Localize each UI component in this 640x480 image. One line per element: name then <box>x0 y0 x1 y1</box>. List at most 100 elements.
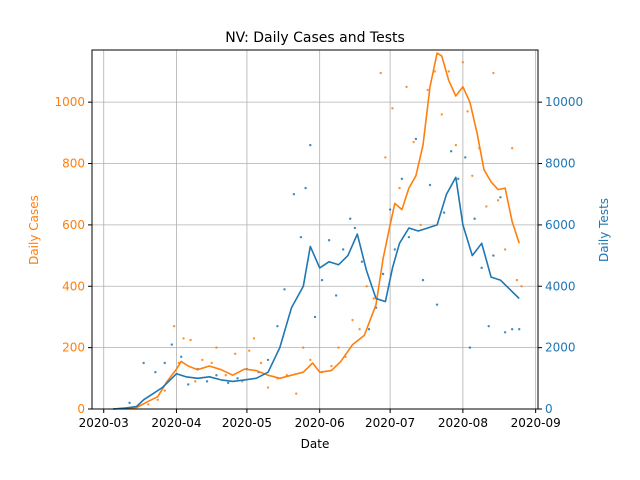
tests-point <box>421 278 425 282</box>
tests-point <box>414 137 418 141</box>
y-left-tick-label: 0 <box>77 402 85 416</box>
tests-point <box>407 235 411 239</box>
cases-point <box>485 205 488 208</box>
tests-point <box>334 294 338 297</box>
y-right-tick-label: 8000 <box>545 157 576 171</box>
tests-point <box>320 278 324 282</box>
tests-point <box>442 211 446 214</box>
tests-point <box>473 217 476 220</box>
tests-point <box>154 370 157 374</box>
cases-point <box>379 71 382 75</box>
tests-point <box>353 226 357 230</box>
y-axis-right-label: Daily Tests <box>597 198 611 262</box>
y-right-tick-label: 0 <box>545 402 553 416</box>
tests-point <box>503 331 507 334</box>
plot-frame <box>91 49 539 410</box>
tests-point <box>388 208 392 211</box>
y-right-tick-label: 2000 <box>545 341 576 355</box>
cases-point <box>194 380 197 383</box>
tests-point <box>367 328 371 331</box>
y-left-tick-label: 800 <box>62 157 85 171</box>
cases-point <box>224 374 227 377</box>
cases-point <box>295 392 298 395</box>
chart-title: NV: Daily Cases and Tests <box>225 30 405 46</box>
cases-point <box>426 88 429 92</box>
tests-point <box>518 328 521 331</box>
cases-point <box>302 346 305 349</box>
tests-point <box>435 303 439 306</box>
cases-point <box>365 285 368 288</box>
cases-line <box>113 52 520 410</box>
x-tick-label: 2020-03 <box>79 416 129 430</box>
tests-point <box>170 343 174 346</box>
cases-point <box>492 71 495 75</box>
tests-point <box>468 346 472 349</box>
y-axis-left-label: Daily Cases <box>27 195 41 265</box>
y-right-tick-label: 4000 <box>545 279 576 293</box>
y-right-tick-label: 10000 <box>545 95 583 109</box>
cases-point <box>384 156 387 159</box>
tests-point <box>292 193 296 196</box>
y-left-tick-label: 1000 <box>54 95 85 109</box>
x-tick-label: 2020-04 <box>151 416 201 430</box>
cases-point <box>520 285 523 288</box>
cases-point <box>471 174 474 178</box>
tests-point <box>499 196 502 199</box>
y-left-tick-label: 600 <box>62 218 85 232</box>
y-left-tick-label: 200 <box>62 341 85 355</box>
cases-point <box>372 297 375 300</box>
tests-point <box>393 248 397 251</box>
tests-point <box>309 143 312 147</box>
cases-point <box>447 70 450 73</box>
cases-point <box>515 278 519 282</box>
x-axis-label: Date <box>301 437 330 451</box>
tests-point <box>266 358 270 362</box>
tests-point <box>283 288 286 291</box>
tests-point <box>464 156 467 159</box>
cases-point <box>189 338 192 342</box>
tests-point <box>510 328 514 331</box>
cases-point <box>248 349 251 352</box>
tests-point <box>492 254 495 257</box>
tests-point <box>428 183 432 187</box>
cases-point <box>496 199 500 202</box>
cases-point <box>210 361 213 365</box>
cases-point <box>252 337 256 340</box>
x-tick-label: 2020-09 <box>511 416 561 430</box>
cases-point <box>358 328 361 331</box>
cases-point <box>259 361 263 365</box>
cases-point <box>163 389 166 392</box>
tests-point <box>449 150 453 153</box>
cases-point <box>510 146 514 150</box>
tests-line <box>113 176 520 410</box>
cases-point <box>182 337 185 340</box>
tests-point <box>142 361 145 365</box>
cases-point <box>233 352 237 355</box>
cases-point <box>309 358 312 362</box>
cases-point <box>440 113 443 116</box>
tests-point <box>341 248 345 251</box>
line-layer <box>113 52 520 410</box>
cases-point <box>503 248 507 251</box>
tests-point <box>480 266 483 270</box>
cases-point <box>351 318 354 322</box>
tests-point <box>226 381 230 385</box>
tests-point <box>187 383 190 386</box>
cases-point <box>266 386 270 389</box>
cases-point <box>201 358 204 362</box>
x-axis: 2020-03 2020-04 2020-05 2020-06 2020-07 2020-… <box>79 409 561 430</box>
cases-point <box>412 140 415 144</box>
tests-point <box>456 177 460 181</box>
cases-point <box>419 223 422 227</box>
cases-point <box>330 364 333 368</box>
tests-point <box>327 239 331 242</box>
x-tick-label: 2020-05 <box>222 416 272 430</box>
tests-point <box>304 186 307 190</box>
cases-point <box>405 85 408 89</box>
cases-point <box>172 324 176 328</box>
tests-point <box>215 374 218 377</box>
tests-point <box>487 324 490 328</box>
x-tick-label: 2020-06 <box>295 416 345 430</box>
y-left-tick-label: 400 <box>62 279 85 293</box>
